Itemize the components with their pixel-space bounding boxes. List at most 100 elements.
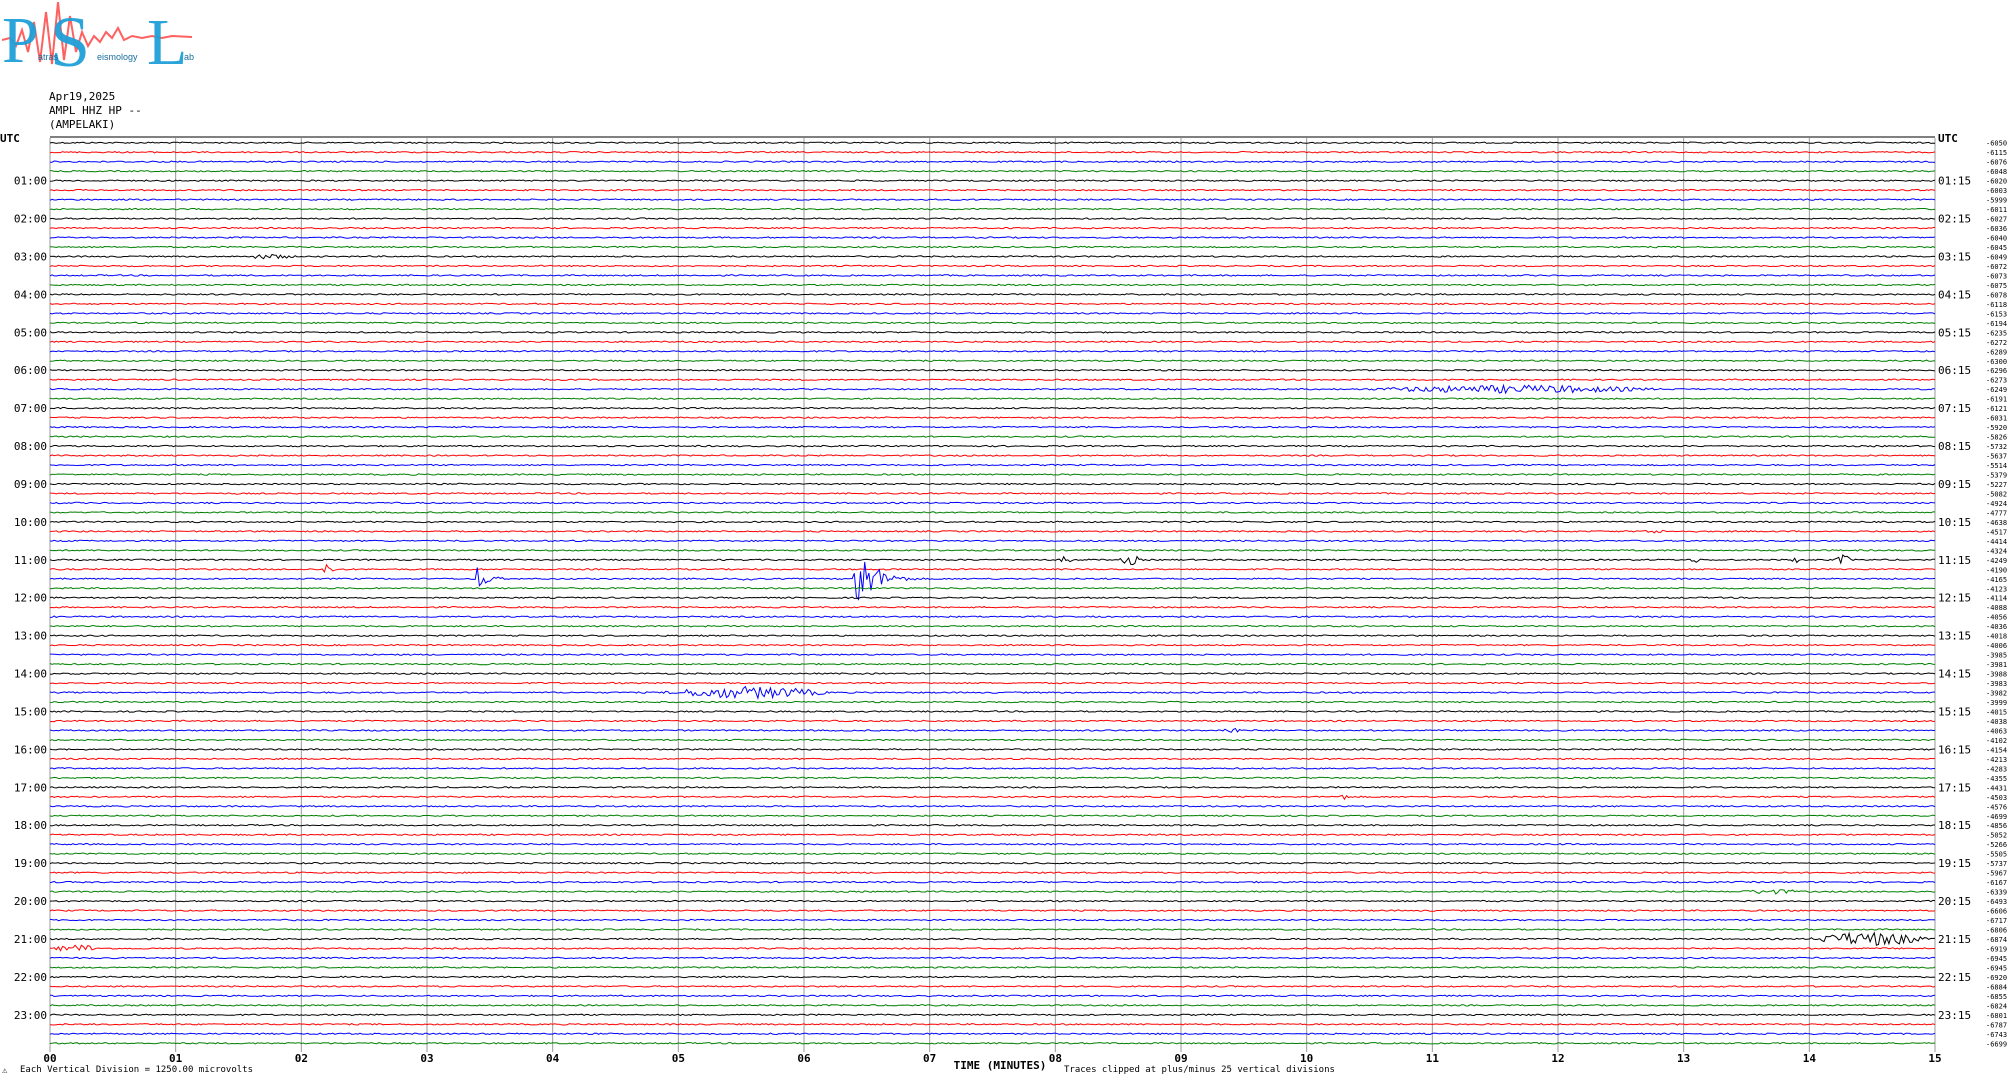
trace-line <box>49 871 1936 874</box>
trace-offset-label: -6027 <box>1986 216 2007 224</box>
trace-offset-label: -6945 <box>1986 964 2007 972</box>
trace-line <box>49 302 1936 306</box>
trace-line <box>49 511 1935 514</box>
trace-line <box>49 179 1936 182</box>
trace-line <box>49 226 1936 230</box>
trace-offset-label: -3981 <box>1986 661 2007 669</box>
trace-offset-label: -4576 <box>1986 803 2007 811</box>
trace-offset-label: -6339 <box>1986 889 2007 897</box>
trace-offset-label: -6020 <box>1986 178 2007 186</box>
vertical-division-note: Each Vertical Division = 1250.00 microvo… <box>20 1065 253 1075</box>
logo-letter-l: L <box>147 6 187 70</box>
trace-line <box>49 909 1936 912</box>
trace-offset-label: -4088 <box>1986 604 2007 612</box>
trace-line <box>49 738 1936 742</box>
trace-offset-label: -6273 <box>1986 377 2007 385</box>
right-hour-label: 20:15 <box>1938 895 1971 908</box>
trace-line <box>49 748 1936 751</box>
trace-offset-label: -5967 <box>1986 870 2007 878</box>
trace-offset-label: -3985 <box>1986 652 2007 660</box>
trace-offset-label: -6296 <box>1986 367 2007 375</box>
trace-line <box>49 794 1936 801</box>
trace-line <box>49 435 1936 438</box>
trace-line <box>49 350 1936 353</box>
trace-line <box>49 293 1936 296</box>
trace-line <box>50 406 1936 410</box>
trace-offset-label: -4056 <box>1986 614 2007 622</box>
trace-offset-label: -6249 <box>1986 386 2007 394</box>
trace-line <box>49 160 1936 163</box>
trace-offset-label: -6050 <box>1986 140 2007 148</box>
x-tick-label: 11 <box>1426 1052 1440 1065</box>
trace-offset-label: -4165 <box>1986 576 2007 584</box>
trace-line <box>49 283 1936 287</box>
trace-offset-label: -5514 <box>1986 462 2007 470</box>
trace-line <box>49 672 1936 675</box>
left-hour-label: 16:00 <box>14 743 47 756</box>
trace-line <box>49 383 1936 395</box>
trace-line <box>49 814 1936 818</box>
x-tick-label: 09 <box>1174 1052 1187 1065</box>
clip-note: Traces clipped at plus/minus 25 vertical… <box>1064 1065 1335 1075</box>
left-hour-label: 04:00 <box>14 288 47 301</box>
trace-line <box>50 944 1935 952</box>
left-hour-label: 09:00 <box>14 478 47 491</box>
trace-line <box>49 274 1936 277</box>
trace-offset-label: -6874 <box>1986 936 2007 944</box>
trace-offset-label: -3988 <box>1986 671 2007 679</box>
trace-line <box>49 685 1935 701</box>
trace-line <box>49 563 1936 574</box>
x-tick-label: 14 <box>1803 1052 1817 1065</box>
right-hour-label: 18:15 <box>1938 819 1971 832</box>
right-hour-label: 16:15 <box>1938 743 1971 756</box>
trace-line <box>49 492 1936 495</box>
trace-offset-label: -4355 <box>1986 775 2007 783</box>
trace-line <box>49 918 1936 922</box>
trace-offset-label: -4190 <box>1986 566 2007 574</box>
trace-line <box>49 444 1936 448</box>
x-tick-label: 03 <box>420 1052 433 1065</box>
x-tick-label: 13 <box>1677 1052 1690 1065</box>
trace-offset-label: -6049 <box>1986 253 2007 261</box>
trace-line <box>49 700 1936 704</box>
trace-offset-label: -6194 <box>1986 320 2007 328</box>
trace-line <box>49 340 1936 344</box>
left-hour-label: 19:00 <box>14 857 47 870</box>
trace-offset-label: -6699 <box>1986 1040 2007 1048</box>
trace-offset-label: -4638 <box>1986 519 2007 527</box>
right-hour-label: 08:15 <box>1938 440 1971 453</box>
trace-offset-label: -4324 <box>1986 547 2007 555</box>
trace-offset-label: -6048 <box>1986 168 2007 176</box>
left-hour-label: 13:00 <box>14 630 47 643</box>
trace-line <box>49 425 1936 429</box>
trace-offset-label: -6606 <box>1986 908 2007 916</box>
trace-offset-label: -4114 <box>1986 595 2007 603</box>
trace-line <box>49 169 1936 173</box>
logo-small-eismology: eismology <box>97 52 138 62</box>
trace-offset-label: -5082 <box>1986 490 2007 498</box>
trace-line <box>49 245 1936 249</box>
trace-offset-label: -6011 <box>1986 206 2007 214</box>
right-hour-label: 17:15 <box>1938 781 1971 794</box>
left-hour-label: 21:00 <box>14 933 47 946</box>
trace-offset-label: -4036 <box>1986 623 2007 631</box>
trace-offset-label: -6787 <box>1986 1021 2007 1029</box>
trace-line <box>49 368 1936 372</box>
trace-line <box>49 253 1936 260</box>
trace-offset-label: -6717 <box>1986 917 2007 925</box>
trace-offset-label: -6235 <box>1986 329 2007 337</box>
trace-offset-label: -6121 <box>1986 405 2007 413</box>
trace-line <box>49 719 1936 723</box>
x-tick-label: 10 <box>1300 1052 1313 1065</box>
trace-line <box>49 776 1936 780</box>
trace-offset-label: -6824 <box>1986 1002 2007 1010</box>
right-utc-label: UTC <box>1938 132 1958 145</box>
trace-line <box>49 710 1936 713</box>
left-hour-label: 02:00 <box>14 213 47 226</box>
trace-line <box>49 236 1936 239</box>
trace-offset-label: -6801 <box>1986 1012 2007 1020</box>
logo-waveform <box>2 2 193 65</box>
trace-offset-label: -4154 <box>1986 746 2007 754</box>
trace-line <box>49 378 1936 381</box>
